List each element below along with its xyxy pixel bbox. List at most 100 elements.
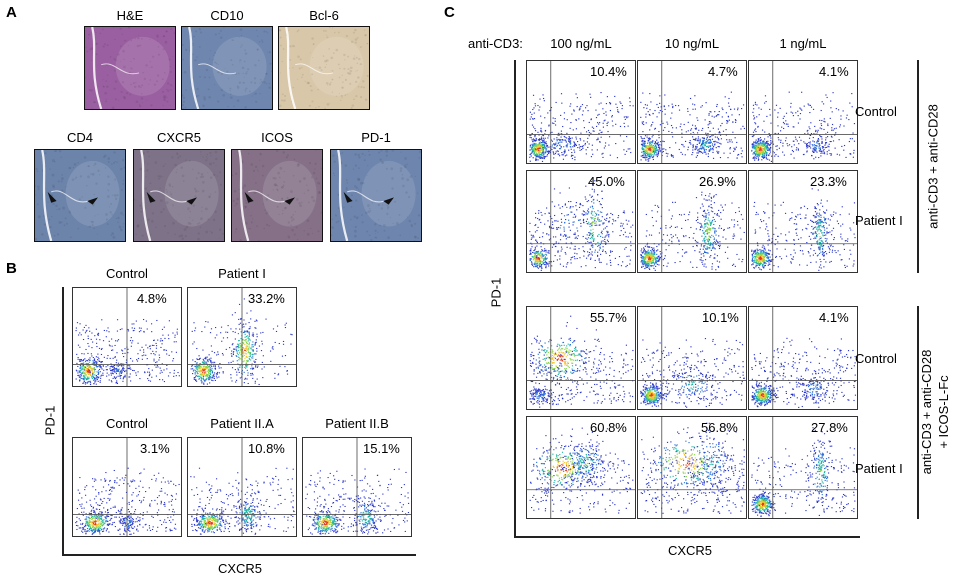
panel-b-sample-patient-iib: Patient II.B [325, 416, 389, 431]
pct-b-patient-i: 33.2% [248, 291, 285, 306]
pct-b-patient-iia: 10.8% [248, 441, 285, 456]
panel-a-label: A [6, 4, 17, 21]
flow-plot-c-r1-c1-scatter [527, 61, 635, 163]
stain-label-pd1: PD-1 [361, 130, 391, 145]
dose-10: 10 ng/mL [664, 36, 720, 51]
micrograph-he [84, 26, 176, 110]
row-label-c-r2: Patient I [855, 213, 903, 228]
flow-plot-c-r1-c3 [748, 60, 858, 164]
flow-plot-b-patient-i [187, 287, 297, 387]
flow-plot-c-r4-c2 [637, 416, 747, 519]
flow-plot-c-r2-c1 [526, 170, 636, 273]
pct-c-r2-c2: 26.9% [699, 174, 736, 189]
stain-label-icos: ICOS [261, 130, 293, 145]
pct-c-r2-c1: 45.0% [588, 174, 625, 189]
flow-plot-b-control-2 [72, 437, 182, 537]
flow-plot-c-r1-c1 [526, 60, 636, 164]
pct-c-r4-c3: 27.8% [811, 420, 848, 435]
flow-plot-c-r4-c2-scatter [638, 417, 746, 518]
stain-label-cxcr5: CXCR5 [156, 130, 202, 145]
flow-plot-c-r1-c3-scatter [749, 61, 857, 163]
flow-plot-c-r3-c1 [526, 306, 636, 410]
condition-2-text-line1: anti-CD3 + anti-CD28 [919, 349, 934, 475]
condition-1-text: anti-CD3 + anti-CD28 [925, 104, 941, 229]
stain-label-cd10: CD10 [210, 8, 244, 23]
condition-2-text-line2: + ICOS-L-Fc [936, 375, 951, 449]
row-label-c-r1: Control [855, 104, 897, 119]
flow-plot-b-patient-iib-scatter [303, 438, 411, 536]
flow-plot-c-r4-c3-scatter [749, 417, 857, 518]
pct-b-control-2: 3.1% [140, 441, 170, 456]
stain-label-cd4: CD4 [66, 130, 93, 145]
micrograph-cd10-image [182, 27, 272, 109]
condition-2-label: anti-CD3 + anti-CD28 + ICOS-L-Fc [918, 322, 952, 502]
condition-2-bracket [917, 306, 919, 519]
panel-b-y-axis-line [62, 287, 64, 555]
stain-label-he: H&E [116, 8, 144, 23]
micrograph-cxcr5-image [134, 150, 224, 241]
flow-plot-b-patient-i-scatter [188, 288, 296, 386]
flow-plot-c-r3-c2 [637, 306, 747, 410]
pct-b-patient-iib: 15.1% [363, 441, 400, 456]
pct-c-r4-c2: 56.8% [701, 420, 738, 435]
panel-c-y-axis-line [514, 60, 516, 537]
stim-label: anti-CD3: [468, 36, 523, 51]
flow-plot-c-r4-c3 [748, 416, 858, 519]
row-label-c-r3: Control [855, 351, 897, 366]
micrograph-cxcr5 [133, 149, 225, 242]
pct-c-r1-c3: 4.1% [819, 64, 849, 79]
flow-plot-b-control-2-scatter [73, 438, 181, 536]
flow-plot-c-r2-c3 [748, 170, 858, 273]
micrograph-pd1 [330, 149, 422, 242]
micrograph-icos [231, 149, 323, 242]
flow-plot-b-patient-iia [187, 437, 297, 537]
condition-1-label: anti-CD3 + anti-CD28 [925, 77, 942, 257]
panel-b-sample-control-2: Control [106, 416, 148, 431]
condition-1-bracket [917, 60, 919, 273]
pct-c-r3-c1: 55.7% [590, 310, 627, 325]
micrograph-cd4 [34, 149, 126, 242]
panel-c-x-axis-line [514, 536, 860, 538]
micrograph-he-image [85, 27, 175, 109]
flow-plot-c-r3-c3-scatter [749, 307, 857, 409]
panel-c-label: C [444, 4, 455, 21]
flow-plot-c-r3-c1-scatter [527, 307, 635, 409]
flow-plot-b-control-1 [72, 287, 182, 387]
flow-plot-c-r4-c1 [526, 416, 636, 519]
row-label-c-r4: Patient I [855, 461, 903, 476]
panel-b-sample-patient-i: Patient I [218, 266, 266, 281]
micrograph-bcl6-image [279, 27, 369, 109]
flow-plot-c-r2-c1-scatter [527, 171, 635, 272]
panel-b-sample-patient-iia: Patient II.A [210, 416, 274, 431]
pct-c-r3-c2: 10.1% [702, 310, 739, 325]
pct-c-r1-c1: 10.4% [590, 64, 627, 79]
panel-c-x-axis-label: CXCR5 [667, 543, 713, 558]
panel-b-x-axis-label: CXCR5 [217, 561, 263, 576]
flow-plot-b-patient-iib [302, 437, 412, 537]
flow-plot-c-r3-c3 [748, 306, 858, 410]
micrograph-icos-image [232, 150, 322, 241]
dose-1: 1 ng/mL [779, 36, 827, 51]
flow-plot-c-r4-c1-scatter [527, 417, 635, 518]
panel-b-sample-control-1: Control [106, 266, 148, 281]
pct-c-r4-c1: 60.8% [590, 420, 627, 435]
panel-b-label: B [6, 260, 17, 277]
flow-plot-b-control-1-scatter [73, 288, 181, 386]
flow-plot-c-r1-c2-scatter [638, 61, 746, 163]
micrograph-pd1-image [331, 150, 421, 241]
flow-plot-c-r2-c2-scatter [638, 171, 746, 272]
pct-c-r2-c3: 23.3% [810, 174, 847, 189]
panel-c-y-axis-label: PD-1 [488, 277, 504, 308]
micrograph-cd4-image [35, 150, 125, 241]
flow-plot-c-r3-c2-scatter [638, 307, 746, 409]
flow-plot-c-r2-c3-scatter [749, 171, 857, 272]
micrograph-cd10 [181, 26, 273, 110]
flow-plot-c-r2-c2 [637, 170, 747, 273]
panel-b-y-axis-label: PD-1 [42, 405, 58, 436]
pct-c-r3-c3: 4.1% [819, 310, 849, 325]
flow-plot-b-patient-iia-scatter [188, 438, 296, 536]
pct-b-control-1: 4.8% [137, 291, 167, 306]
panel-b-x-axis-line [62, 554, 416, 556]
micrograph-bcl6 [278, 26, 370, 110]
stain-label-bcl6: Bcl-6 [309, 8, 339, 23]
